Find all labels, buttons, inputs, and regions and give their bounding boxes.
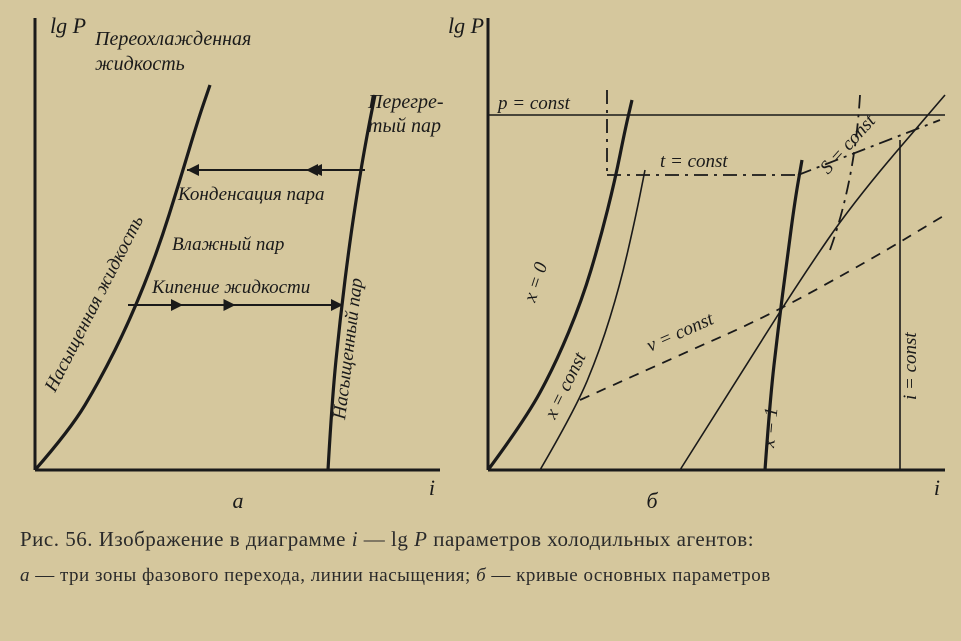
p-const-label: p = const — [496, 93, 571, 114]
x0-label: x = 0 — [519, 259, 552, 305]
panel-a-label: а — [233, 488, 244, 513]
x-const-curve — [540, 170, 645, 470]
panel-b: lg P i x = 0 x = 1 x = const p = const t… — [448, 13, 945, 513]
axis-x-label: i — [429, 475, 435, 500]
x-const-label: x = const — [540, 349, 591, 423]
caption-sub-a: — три зоны фазового перехода, линии насы… — [30, 565, 476, 586]
x1-label: x = 1 — [758, 406, 783, 449]
caption-P: P — [414, 527, 427, 551]
caption-sub-b: — кривые основных параметров — [486, 565, 771, 586]
vapor-sat-label: Насыщенный пар — [329, 277, 367, 422]
caption-dash: — lg — [358, 527, 414, 551]
supercooled-label-line1: Переохлажденная — [94, 28, 251, 50]
cond-label: Конденсация пара — [177, 184, 325, 205]
axis-y-label: lg P — [50, 13, 86, 38]
v-const-line — [580, 215, 945, 400]
panel-a: lg P i Переохлажденная жидкость Насыщенн… — [35, 13, 444, 513]
t-const-line — [607, 90, 940, 175]
superheated-label-line2: тый пар — [368, 115, 441, 137]
v-const-label: v = const — [643, 308, 717, 356]
liquid-sat-label: Насыщенная жидкость — [40, 212, 148, 396]
axis-x-label: i — [934, 475, 940, 500]
caption-text-2: параметров холодильных агентов: — [427, 527, 754, 551]
i-const-label: i = const — [900, 332, 921, 400]
figure-caption: Рис. 56. Изображение в диаграмме i — lg … — [20, 525, 940, 589]
superheated-label-line1: Перегре- — [367, 91, 444, 113]
panel-b-label: б — [647, 488, 659, 513]
axis-y-label: lg P — [448, 13, 484, 38]
t-const-label: t = const — [660, 151, 728, 172]
supercooled-label-line2: жидкость — [95, 53, 185, 75]
wet-vapor-label: Влажный пар — [172, 234, 284, 255]
caption-sub-a-letter: а — [20, 565, 30, 586]
figure-number: Рис. 56. — [20, 527, 93, 551]
boil-label: Кипение жидкости — [151, 277, 310, 298]
caption-sub-b-letter: б — [476, 565, 486, 586]
caption-text-1: Изображение в диаграмме — [99, 527, 352, 551]
s-const-label: S = const — [816, 110, 880, 178]
